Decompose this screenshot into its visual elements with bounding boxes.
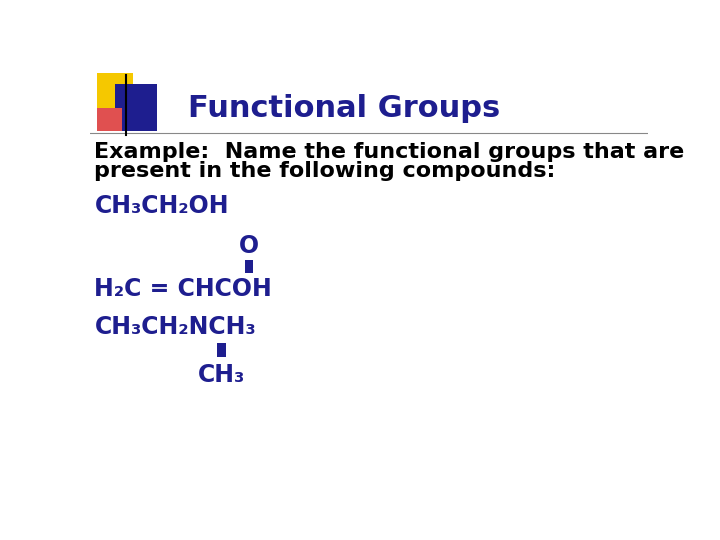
Text: Functional Groups: Functional Groups [188,94,500,123]
Text: CH₃CH₂OH: CH₃CH₂OH [94,194,229,218]
Bar [217,343,225,357]
Text: CH₃: CH₃ [197,362,245,387]
Text: H₂C = CHCOH: H₂C = CHCOH [94,278,272,301]
Text: O: O [239,234,259,258]
Text: CH₃CH₂NCH₃: CH₃CH₂NCH₃ [94,315,256,339]
Bar [96,73,133,121]
Bar [96,109,122,131]
Text: present in the following compounds:: present in the following compounds: [94,161,556,181]
Bar [245,260,253,273]
Text: Example:  Name the functional groups that are: Example: Name the functional groups that… [94,142,685,162]
Bar [115,84,157,131]
